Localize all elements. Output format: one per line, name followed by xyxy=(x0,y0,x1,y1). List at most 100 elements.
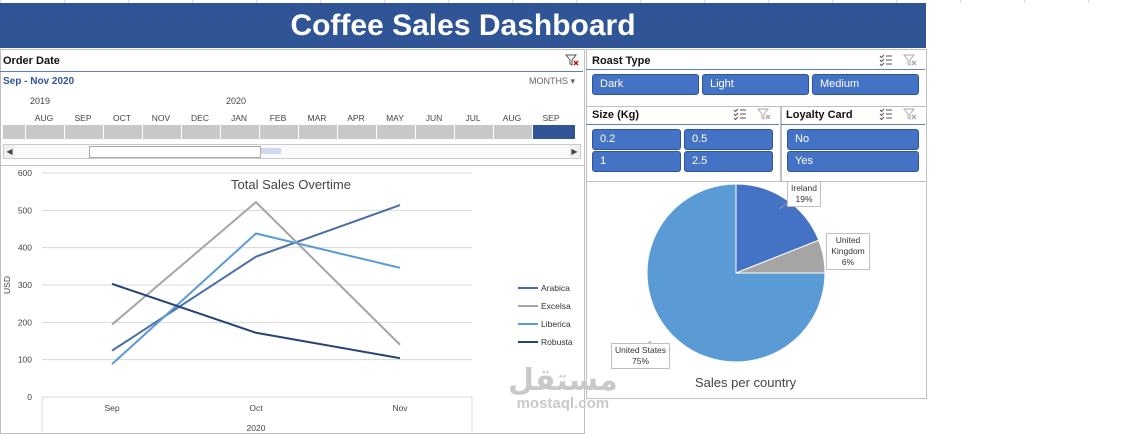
timeline-level-dropdown[interactable]: MONTHS ▾ xyxy=(529,76,575,87)
multi-select-icon[interactable] xyxy=(733,107,747,121)
pie-slice-united-states xyxy=(646,183,826,363)
size-item-0-2[interactable]: 0.2 xyxy=(592,129,681,150)
roast-header: Roast Type xyxy=(592,55,651,67)
pie-label-pct: 75% xyxy=(632,356,650,366)
x-group-label: 2020 xyxy=(247,423,266,432)
clear-filter-icon[interactable] xyxy=(903,107,917,121)
x-tick-label: Sep xyxy=(104,403,119,413)
pie-label-text: United Kingdom xyxy=(831,235,865,256)
timeline-divider xyxy=(0,71,583,72)
timeline-month-bar[interactable] xyxy=(338,125,377,139)
timeline-scrollbar[interactable]: ◀ ▶ xyxy=(3,144,581,159)
timeline-month-label: JUL xyxy=(465,113,481,123)
timeline-month-label: AUG xyxy=(34,113,54,123)
size-header: Size (Kg) xyxy=(592,109,640,121)
loyalty-item-yes[interactable]: Yes xyxy=(787,151,919,172)
timeline-month-label: OCT xyxy=(113,113,131,123)
series-line-excelsa xyxy=(111,200,401,346)
timeline-month-bar[interactable] xyxy=(143,125,182,139)
timeline-month-label: MAY xyxy=(386,113,404,123)
series-line-robusta xyxy=(111,282,401,360)
x-tick-label: Oct xyxy=(249,403,263,413)
timeline-month-bar[interactable] xyxy=(221,125,260,139)
timeline-scroll-thumb[interactable] xyxy=(89,146,261,158)
size-divider xyxy=(586,124,779,125)
legend-label: Robusta xyxy=(541,337,573,347)
y-tick-label: 0 xyxy=(27,392,32,402)
y-tick-label: 400 xyxy=(18,243,32,253)
roast-divider xyxy=(586,69,925,70)
y-tick-label: 600 xyxy=(18,168,32,178)
timeline-month-bar[interactable] xyxy=(65,125,104,139)
timeline-selection-indicator xyxy=(261,148,281,154)
timeline-month-bar[interactable] xyxy=(377,125,416,139)
timeline-month-bar[interactable] xyxy=(260,125,299,139)
clear-filter-icon[interactable] xyxy=(565,53,579,67)
timeline-month-bar[interactable] xyxy=(104,125,143,139)
timeline-month-bar[interactable] xyxy=(416,125,455,139)
timeline-month-label: JAN xyxy=(230,113,248,123)
timeline-month-label: FEB xyxy=(269,113,287,123)
y-tick-label: 100 xyxy=(18,355,32,365)
loyalty-header: Loyalty Card xyxy=(786,109,853,121)
line-chart-area[interactable] xyxy=(0,165,585,434)
series-line-arabica xyxy=(111,204,401,352)
x-tick-label: Nov xyxy=(392,403,408,413)
size-item-2-5[interactable]: 2.5 xyxy=(684,151,773,172)
pie-label-uk: United Kingdom 6% xyxy=(826,233,870,270)
clear-filter-icon[interactable] xyxy=(757,107,771,121)
clear-filter-icon[interactable] xyxy=(903,53,917,67)
size-item-0-5[interactable]: 0.5 xyxy=(684,129,773,150)
timeline-month-bar[interactable] xyxy=(3,125,26,139)
timeline-month-label: MAR xyxy=(307,113,327,123)
y-tick-label: 300 xyxy=(18,280,32,290)
timeline-month-bar[interactable] xyxy=(494,125,533,139)
pie-label-pct: 6% xyxy=(841,257,855,267)
roast-item-dark[interactable]: Dark xyxy=(592,74,699,95)
timeline-year-2020: 2020 xyxy=(226,96,247,106)
y-tick-label: 500 xyxy=(18,205,32,215)
pie-label-ireland: Ireland 19% xyxy=(787,181,821,207)
loyalty-item-no[interactable]: No xyxy=(787,129,919,150)
timeline-month-bar[interactable] xyxy=(455,125,494,139)
timeline-month-bar[interactable] xyxy=(26,125,65,139)
roast-item-medium[interactable]: Medium xyxy=(812,74,919,95)
size-item-1[interactable]: 1 xyxy=(592,151,681,172)
timeline-month-label: AUG xyxy=(502,113,522,123)
watermark-arabic: مستقل xyxy=(508,364,618,397)
timeline-header: Order Date xyxy=(3,55,60,67)
timeline-month-label: NOV xyxy=(151,113,171,123)
legend-label: Liberica xyxy=(541,319,571,329)
watermark-logo: مستقل mostaql.com xyxy=(508,366,618,412)
timeline-month-bar[interactable] xyxy=(182,125,221,139)
pie-label-text: United States xyxy=(615,345,667,355)
y-tick-label: 200 xyxy=(18,317,32,327)
chevron-down-icon: ▾ xyxy=(570,76,576,86)
pie-label-text: Ireland xyxy=(791,183,817,193)
timeline-month-bar[interactable] xyxy=(299,125,338,139)
roast-item-light[interactable]: Light xyxy=(702,74,809,95)
watermark-text: mostaql.com xyxy=(516,395,610,412)
timeline-month-label: JUN xyxy=(425,113,443,123)
y-axis-label: USD xyxy=(2,276,12,294)
legend-label: Excelsa xyxy=(541,301,571,311)
dashboard-title: Coffee Sales Dashboard xyxy=(0,3,926,48)
multi-select-icon[interactable] xyxy=(879,53,893,67)
pie-chart-title: Sales per country xyxy=(695,375,797,390)
timeline-month-label: APR xyxy=(347,113,365,123)
scroll-right-icon[interactable]: ▶ xyxy=(569,145,580,158)
timeline-range: Sep - Nov 2020 xyxy=(3,76,75,87)
pie-label-pct: 19% xyxy=(795,194,813,204)
timeline-level-label: MONTHS xyxy=(529,76,568,86)
line-chart: 0 100 200 300 400 500 600 Sep Oct Nov 2020 USD Arabi… xyxy=(2,168,573,432)
scroll-left-icon[interactable]: ◀ xyxy=(4,145,15,158)
timeline-month-label: SEP xyxy=(74,113,92,123)
pie-chart xyxy=(640,183,826,363)
timeline-year-2019: 2019 xyxy=(30,96,51,106)
multi-select-icon[interactable] xyxy=(879,107,893,121)
timeline-month-label: DEC xyxy=(191,113,209,123)
timeline-month-bar-selected[interactable] xyxy=(533,125,576,139)
pie-label-us: United States 75% xyxy=(611,343,671,369)
pie-slice-ireland xyxy=(735,183,820,274)
timeline-month-label: SEP xyxy=(542,113,560,123)
